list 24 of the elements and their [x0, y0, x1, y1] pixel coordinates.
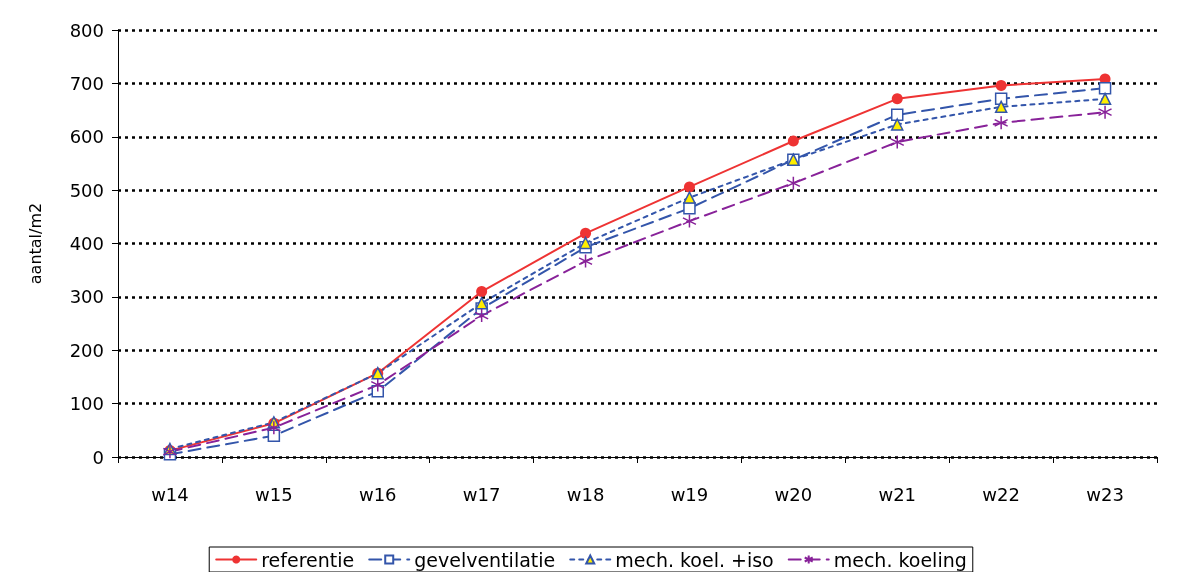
x-tick-label: w22 [982, 483, 1020, 505]
y-tick-label: 100 [69, 393, 104, 415]
x-tick-label: w21 [878, 483, 917, 505]
x-tick-label: w18 [566, 483, 605, 505]
legend-label: mech. koeling [833, 548, 967, 571]
y-tick-label: 200 [69, 339, 104, 361]
legend-label: referentie [261, 548, 355, 571]
y-tick-label: 400 [69, 233, 104, 254]
legend-label: mech. koel. +iso [615, 548, 774, 571]
x-tick-label: w19 [670, 483, 709, 505]
y-tick-label: 300 [69, 286, 104, 308]
x-tick-label: w17 [462, 483, 501, 505]
y-tick-label: 0 [92, 446, 104, 468]
legend-label: gevelventilatie [414, 548, 556, 571]
y-tick-label: 500 [69, 179, 104, 201]
y-tick-label: 600 [69, 126, 104, 148]
y-tick-label: 800 [69, 19, 104, 41]
y-tick-label: 700 [69, 72, 104, 94]
x-tick-label: w14 [151, 483, 189, 505]
y-axis-title: aantal/m2 [25, 202, 45, 285]
x-tick-label: w23 [1086, 483, 1124, 505]
x-tick-label: w15 [255, 483, 293, 505]
x-tick-label: w16 [358, 483, 397, 505]
x-tick-label: w20 [774, 483, 813, 505]
